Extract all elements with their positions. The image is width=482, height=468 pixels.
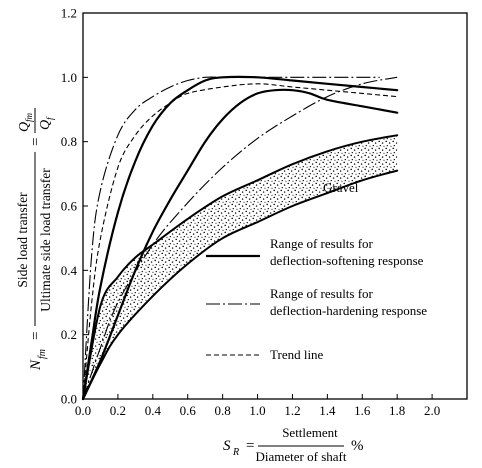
y-label-symbol: N [28,359,44,371]
x-tick-label: 2.0 [424,403,440,418]
x-label-numerator: Settlement [282,425,338,440]
y-label-numerator: Side load transfer [15,192,30,288]
legend-label-hardening-line2: deflection-hardening response [270,303,427,318]
series-line-dash-dot-2 [82,76,380,400]
x-tick-label: 1.0 [249,403,265,418]
x-tick-label: 0.8 [215,403,231,418]
x-tick-label: 1.8 [389,403,405,418]
x-label-symbol: S [223,438,231,454]
x-label-eq: = [246,438,254,454]
y-tick-label: 0.8 [61,134,77,149]
y-label-denominator: Ultimate side load transfer [38,168,53,312]
x-tick-label: 0.2 [110,403,126,418]
annotation-gravel: Gravel [323,180,359,195]
y-tick-label: 0.4 [61,263,78,278]
series-line-band_upper-5 [82,134,399,400]
y-tick-label: 0.6 [61,199,78,214]
axis-ticks: 0.0 0.2 0.4 0.6 0.8 1.0 1.2 1.4 1.6 1.8 2.0 0.0 0.2 0… [61,6,440,419]
series-line-band_lower-6 [82,169,399,400]
series-line-solid-0 [81,75,399,401]
y-tick-label: 1.0 [61,70,77,85]
y-label-eq1: = [28,332,44,340]
legend-label-softening-line2: deflection-softening response [270,253,424,268]
series-layer [81,75,399,401]
x-axis-label: S R = Settlement Diameter of shaft % [223,425,364,464]
x-tick-label: 0.6 [180,403,197,418]
x-tick-label: 1.6 [354,403,371,418]
y-tick-label: 0.2 [61,327,77,342]
x-tick-label: 1.2 [284,403,300,418]
y-tick-label: 1.2 [61,6,77,21]
y-label-eq2: = [28,138,44,146]
series-line-dash-dot-3 [82,76,398,400]
y-label-subscript: fm [37,349,48,359]
legend-label-hardening-line1: Range of results for [270,286,374,301]
legend: Range of results for deflection-softenin… [206,236,427,362]
y-label-q-num: Q [17,122,32,132]
y-label-q-num-sub: fm [24,112,34,122]
x-tick-label: 1.4 [319,403,336,418]
x-tick-label: 0.4 [145,403,162,418]
x-label-denominator: Diameter of shaft [256,449,347,464]
y-axis-label: N fm = Side load transfer Ultimate side … [15,108,55,371]
series-line-dashed-4 [82,83,398,400]
x-label-unit: % [351,438,364,454]
x-label-subscript: R [232,447,239,458]
legend-label-softening-line1: Range of results for [270,236,374,251]
y-label-q-den-sub: f [45,116,55,120]
legend-label-trend: Trend line [270,347,324,362]
y-tick-label: 0.0 [61,392,77,407]
series-line-solid-1 [81,88,399,401]
x-tick-label: 0.0 [75,403,91,418]
y-label-q-den: Q [38,120,53,130]
